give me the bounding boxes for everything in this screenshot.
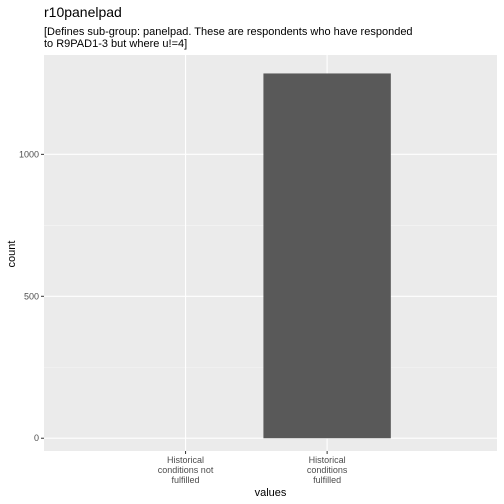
x-tick-label: Historical conditions fulfilled bbox=[307, 455, 348, 485]
bar bbox=[263, 73, 391, 439]
chart-title: r10panelpad bbox=[44, 4, 122, 20]
chart-subtitle-line-1: [Defines sub-group: panelpad. These are … bbox=[44, 26, 413, 38]
x-tick-label: Historical conditions not fulfilled bbox=[158, 455, 214, 485]
y-tick-label: 500 bbox=[24, 291, 39, 301]
y-axis: 0 500 1000 bbox=[19, 149, 44, 443]
x-axis: Historical conditions not fulfilled Histori… bbox=[158, 451, 348, 485]
y-tick-label: 1000 bbox=[19, 149, 39, 159]
chart-subtitle-line-2: to R9PAD1-3 but where u!=4] bbox=[44, 38, 187, 50]
x-axis-title: values bbox=[255, 487, 287, 499]
y-tick-label: 0 bbox=[34, 433, 39, 443]
y-axis-title: count bbox=[6, 241, 18, 268]
bars bbox=[263, 73, 391, 439]
